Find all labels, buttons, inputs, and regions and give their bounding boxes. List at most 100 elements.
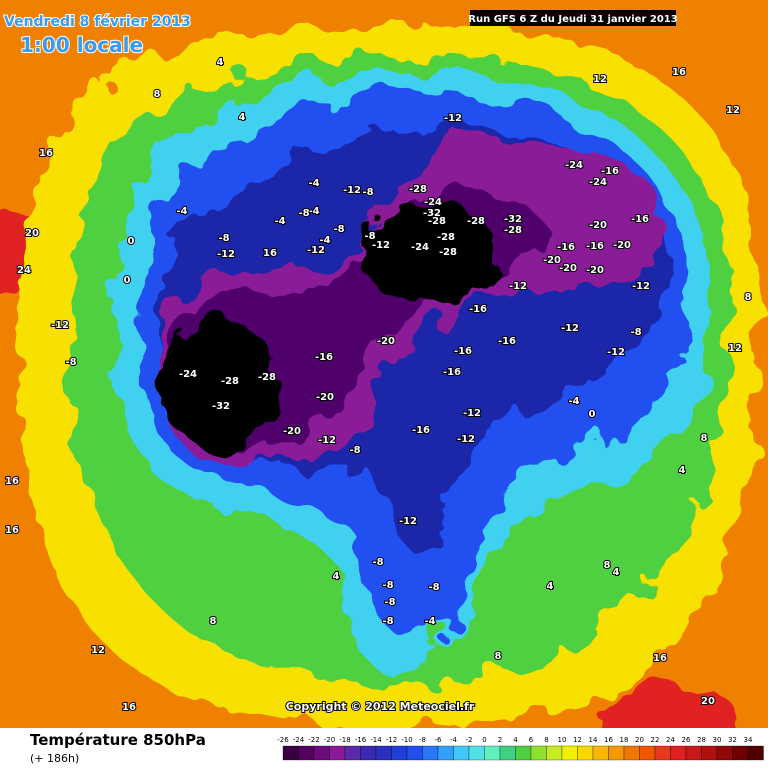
legend-tick-label: 10 [558,736,567,744]
contour-label: 4 [239,112,246,123]
legend-tick-label: -4 [450,736,458,744]
legend-swatch [515,745,532,761]
contour-label: -20 [589,220,607,231]
legend-swatch [670,745,687,761]
contour-label: -20 [613,240,631,251]
contour-label: -28 [439,247,457,258]
contour-label: -28 [437,232,455,243]
legend-swatch [608,745,625,761]
contour-label: -4 [319,235,330,246]
legend-tick-label: -12 [386,736,397,744]
contour-label: 12 [593,74,607,85]
footer-title: Température 850hPa [30,731,206,749]
legend-tick-label: 8 [544,736,548,744]
contour-label: -4 [274,216,285,227]
legend-swatch [406,745,423,761]
local-time: 1:00 locale [20,33,143,57]
legend-swatch [360,745,377,761]
contour-label: -4 [568,396,579,407]
footer-lead: (+ 186h) [30,752,79,765]
legend-swatch [329,745,346,761]
legend-tick-label: 24 [666,736,675,744]
contour-label: -12 [632,281,650,292]
contour-label: -28 [221,376,239,387]
contour-label: -12 [509,281,527,292]
legend-tick-label: 30 [713,736,722,744]
contour-label: -16 [631,214,649,225]
contour-label: -8 [65,357,76,368]
date: Vendredi 8 février 2013 [4,14,191,30]
contour-label: -12 [343,185,361,196]
legend-tick-label: 34 [744,736,753,744]
contour-label: 8 [604,560,611,571]
contour-label: -20 [543,255,561,266]
contour-label: -4 [308,178,319,189]
contour-label: 0 [128,236,135,247]
contour-label: 4 [547,581,554,592]
legend-tick-label: 0 [482,736,486,744]
legend-tick-label: -14 [370,736,382,744]
contour-label: -4 [176,206,187,217]
legend-swatch [747,745,764,761]
contour-label: -16 [454,346,472,357]
contour-label: -8 [298,208,309,219]
legend-swatch [313,745,330,761]
contour-label: -12 [607,347,625,358]
contour-label: -12 [561,323,579,334]
contour-label: -28 [504,225,522,236]
legend-tick-label: 18 [620,736,629,744]
run-box [470,10,676,26]
contour-label: 8 [745,292,752,303]
contour-label: -16 [557,242,575,253]
legend-swatch [282,745,299,761]
contour-label: -28 [428,216,446,227]
contour-label: 24 [17,265,31,276]
contour-label: -12 [51,320,69,331]
contour-label: -24 [424,197,442,208]
contour-label: -12 [463,408,481,419]
legend-tick-label: 22 [651,736,660,744]
legend-tick-label: -20 [324,736,335,744]
legend-tick-label: -16 [355,736,367,744]
contour-label: 8 [154,89,161,100]
contour-label: -12 [372,240,390,251]
legend-tick-label: -6 [435,736,443,744]
contour-label: -28 [409,184,427,195]
contour-label: -16 [601,166,619,177]
legend-swatch [422,745,439,761]
contour-label: -20 [377,336,395,347]
contour-label: -8 [384,597,395,608]
contour-label: -8 [362,187,373,198]
legend-tick-label: 6 [529,736,534,744]
contour-label: -16 [443,367,461,378]
contour-label: -8 [333,224,344,235]
legend-swatch [639,745,656,761]
contour-label: 8 [701,433,708,444]
legend-swatch [716,745,733,761]
contour-label: 12 [91,645,105,656]
contour-label: -24 [565,160,583,171]
legend-swatch [298,745,315,761]
contour-label: 4 [333,571,340,582]
contour-label: 8 [210,616,217,627]
copyright: Copyright © 2012 Meteociel.fr [286,700,475,713]
contour-label: -20 [559,263,577,274]
contour-label: -24 [589,177,607,188]
contour-label: -12 [307,245,325,256]
legend-swatch [592,745,609,761]
legend-swatch [344,745,361,761]
contour-label: -16 [586,241,604,252]
contour-label: 16 [5,525,19,536]
legend-tick-label: -18 [339,736,350,744]
contour-label: -12 [457,434,475,445]
contour-label: -16 [412,425,430,436]
contour-label: -8 [382,580,393,591]
contour-label: -12 [399,516,417,527]
contour-label: -24 [411,242,429,253]
contour-label: 4 [613,567,620,578]
contour-label: -20 [283,426,301,437]
legend-swatch [530,745,547,761]
legend-swatch [685,745,702,761]
legend-swatch [561,745,578,761]
